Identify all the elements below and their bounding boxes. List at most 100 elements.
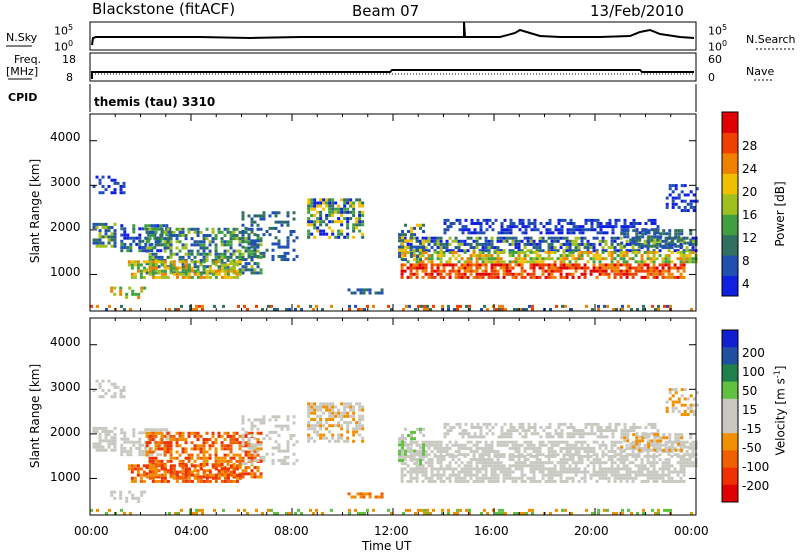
power-ytick: 1000	[50, 265, 81, 279]
velocity-cell	[253, 466, 257, 470]
velocity-cell	[247, 440, 251, 444]
power-cell	[415, 275, 419, 279]
power-cell	[559, 254, 563, 258]
velocity-cell	[631, 450, 635, 454]
power-cell	[175, 266, 179, 270]
power-cell	[285, 308, 288, 311]
power-cell	[196, 268, 200, 272]
velocity-cell	[562, 458, 566, 462]
velocity-cell	[205, 473, 209, 477]
velocity-cell	[683, 388, 687, 392]
power-cell	[416, 245, 420, 249]
power-cell	[421, 254, 425, 258]
power-cell	[679, 236, 683, 240]
power-cell	[220, 269, 224, 273]
velocity-cell	[506, 432, 510, 436]
power-cell	[580, 242, 584, 246]
velocity-cell	[107, 429, 111, 433]
power-cell	[466, 269, 470, 273]
velocity-cell	[612, 512, 615, 515]
power-cell	[316, 217, 320, 221]
power-cell	[653, 229, 657, 233]
power-cell	[680, 209, 684, 213]
power-cell	[473, 231, 477, 235]
velocity-cell	[256, 475, 260, 479]
velocity-cell	[523, 454, 527, 458]
power-cell	[508, 236, 512, 240]
power-cell	[547, 236, 551, 240]
power-cell	[348, 304, 351, 308]
power-cell	[598, 263, 602, 267]
velocity-cell	[511, 443, 515, 447]
power-cell	[532, 246, 536, 250]
velocity-cell	[346, 424, 350, 428]
velocity-cell	[401, 437, 405, 441]
power-cell	[232, 271, 236, 275]
velocity-cell	[151, 456, 155, 460]
velocity-cell	[113, 436, 117, 440]
velocity-cell	[430, 479, 434, 483]
power-cell	[481, 242, 485, 246]
velocity-cell	[650, 432, 654, 436]
power-cell	[692, 209, 696, 213]
power-cell	[280, 245, 284, 249]
velocity-cell	[631, 476, 635, 480]
power-cell	[640, 266, 644, 270]
velocity-cell	[226, 444, 230, 448]
velocity-cell	[286, 440, 290, 444]
power-cell	[415, 272, 419, 276]
velocity-cell	[208, 444, 212, 448]
power-cell	[98, 241, 102, 245]
velocity-cell	[623, 436, 627, 440]
power-cell	[415, 260, 419, 264]
velocity-cell	[679, 461, 683, 465]
power-cell	[601, 263, 605, 267]
velocity-cell	[412, 454, 416, 458]
velocity-cell	[262, 455, 266, 459]
velocity-cell	[511, 476, 515, 480]
power-cell	[261, 308, 264, 311]
power-colorbar	[721, 111, 739, 297]
power-cell	[123, 230, 127, 234]
power-cell	[565, 242, 569, 246]
power-cell	[496, 236, 500, 240]
velocity-cell	[235, 476, 239, 480]
power-cell	[599, 228, 603, 232]
velocity-cell	[98, 426, 102, 430]
velocity-cell	[475, 458, 479, 462]
power-cell	[426, 308, 429, 311]
power-cell	[598, 257, 602, 261]
velocity-cell	[129, 512, 132, 515]
power-cell	[377, 291, 381, 295]
power-cell	[154, 252, 158, 256]
velocity-cell	[656, 439, 660, 443]
velocity-cell	[601, 470, 605, 474]
power-cell	[463, 249, 467, 253]
power-cell	[521, 225, 525, 229]
power-cell	[643, 263, 647, 267]
power-cell	[140, 286, 144, 290]
velocity-cell	[454, 454, 458, 458]
power-cell	[557, 228, 561, 232]
velocity-cell	[658, 453, 662, 457]
velocity-cell	[574, 461, 578, 465]
velocity-cell	[273, 512, 276, 515]
power-cell	[457, 266, 461, 270]
power-cell	[168, 227, 172, 231]
velocity-cell	[427, 476, 431, 480]
power-cell	[424, 236, 428, 240]
velocity-cell	[319, 408, 323, 412]
power-cell	[500, 221, 504, 225]
velocity-cell	[590, 432, 594, 436]
velocity-cell	[202, 472, 206, 476]
power-cell	[436, 239, 440, 243]
power-cell	[604, 263, 608, 267]
velocity-cell	[422, 434, 426, 438]
velocity-cell	[421, 440, 425, 444]
power-cell	[625, 266, 629, 270]
velocity-cell	[398, 440, 402, 444]
velocity-cell	[652, 473, 656, 477]
velocity-cell	[460, 470, 464, 474]
velocity-cell	[433, 473, 437, 477]
power-cell	[509, 225, 513, 229]
